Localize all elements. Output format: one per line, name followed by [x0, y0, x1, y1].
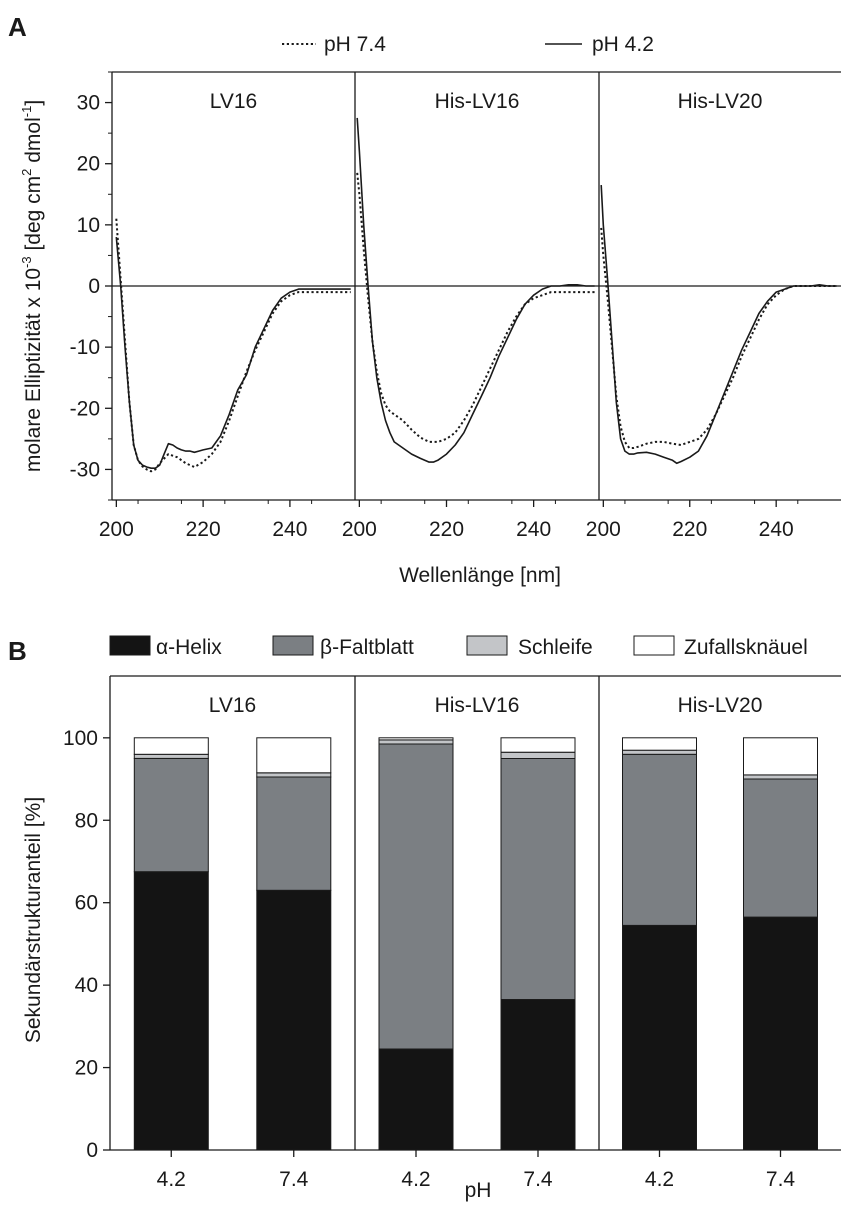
- bar-segment: [133, 753, 209, 759]
- panel-b-y-tick-label: 80: [75, 809, 98, 832]
- panel-a-x-tick-label: 200: [99, 518, 134, 541]
- bar-segment: [622, 749, 697, 755]
- panel-a-x-tick-label: 220: [186, 518, 221, 541]
- bar-segment: [743, 916, 818, 1151]
- bar-segment: [622, 924, 697, 1151]
- panel-b-y-tick-label: 60: [75, 892, 98, 915]
- legend-ph74-label: pH 7.4: [324, 33, 386, 56]
- bar-segment: [378, 739, 454, 745]
- legend-coil-swatch: [633, 635, 675, 656]
- bar-segment: [622, 737, 697, 751]
- cd-curve-ph74: [356, 172, 595, 443]
- panel-b-x-tick-label: 4.2: [401, 1168, 430, 1191]
- cd-curve-ph42: [356, 117, 595, 463]
- bar-segment: [500, 751, 576, 759]
- panel-a-letter: A: [8, 12, 27, 42]
- panel-b-letter: B: [8, 636, 27, 666]
- panel-b-x-tick-label: 7.4: [766, 1168, 796, 1191]
- panel-b-plot-area: 0 20 40 60 80 100 LV16 4.2 7.4 His-LV16 4.2 7.4 His-…: [63, 675, 841, 1191]
- panel-a-y-tick-label: 30: [77, 92, 100, 115]
- bar-segment: [133, 757, 209, 873]
- bar-segment: [256, 737, 332, 774]
- panel-b-x-tick-label: 4.2: [157, 1168, 186, 1191]
- panel-a-y-tick-label: 0: [88, 275, 100, 298]
- panel-a-x-tick-label: 200: [342, 518, 377, 541]
- bar-segment: [743, 778, 818, 918]
- legend-helix-swatch: [109, 635, 151, 656]
- panel-b-x-tick-label: 4.2: [645, 1168, 674, 1191]
- cd-curve-ph74: [600, 227, 837, 449]
- panel-b-x-tick-label: 7.4: [523, 1168, 553, 1191]
- panel-b-y-tick-label: 0: [86, 1139, 98, 1162]
- panel-b-y-tick-label: 100: [63, 727, 98, 750]
- bar-segment: [743, 774, 818, 780]
- bar-segment: [133, 737, 209, 755]
- panel-a-x-tick-label: 200: [586, 518, 621, 541]
- bar-segment: [378, 1048, 454, 1151]
- panel-a-y-tick-label: -10: [70, 336, 100, 359]
- legend-ph42-label: pH 4.2: [592, 33, 654, 56]
- panel-a-y-tick-label: -20: [70, 397, 100, 420]
- cd-curve-ph42: [115, 237, 351, 469]
- legend-sheet-swatch: [272, 635, 314, 656]
- panel-a-subplot-title: His-LV20: [678, 90, 763, 113]
- panel-b-subplot-title: LV16: [209, 694, 257, 717]
- panel-a-y-tick-label: 20: [77, 153, 100, 176]
- panel-a-subplot-title: LV16: [210, 90, 258, 113]
- bar-segment: [500, 737, 576, 753]
- panel-a-x-tick-label: 240: [759, 518, 794, 541]
- panel-a-x-axis-title: Wellenlänge [nm]: [399, 564, 561, 587]
- panel-b-y-axis-title: Sekundärstrukturanteil [%]: [22, 797, 45, 1043]
- panel-b-subplot-title: His-LV16: [435, 694, 520, 717]
- legend-loop-swatch: [466, 635, 508, 656]
- panel-b-y-tick-label: 20: [75, 1057, 98, 1080]
- bar-segment: [743, 737, 818, 776]
- panel-b-y-tick-label: 40: [75, 974, 98, 997]
- legend-sheet-label: β-Faltblatt: [320, 636, 414, 659]
- legend-loop-label: Schleife: [518, 636, 593, 659]
- panel-b-x-tick-label: 7.4: [279, 1168, 309, 1191]
- panel-b: B α-Helix β-Faltblatt Schleife Zufallskn…: [8, 635, 841, 1202]
- panel-a-x-tick-label: 240: [516, 518, 551, 541]
- bar-segment: [622, 753, 697, 926]
- cd-curve-ph74: [115, 218, 351, 473]
- panel-a-y-axis-title: molare Elliptizität x 10-3 [deg cm2 dmol…: [19, 100, 45, 472]
- panel-a-y-tick-label: 10: [77, 214, 100, 237]
- panel-a-y-tick-label: -30: [70, 458, 100, 481]
- panel-a-plot-area: 30 20 10 0 -10 -20 -30 LV16 200 220 240 His-LV16 200…: [70, 71, 841, 541]
- cd-curve-ph42: [600, 185, 837, 465]
- panel-a-subplot-title: His-LV16: [435, 90, 520, 113]
- legend-helix-label: α-Helix: [156, 636, 222, 659]
- panel-a-legend: pH 7.4 pH 4.2: [282, 33, 654, 56]
- bar-segment: [378, 743, 454, 1050]
- bar-segment: [500, 999, 576, 1151]
- panel-b-legend: α-Helix β-Faltblatt Schleife Zufallsknäu…: [109, 635, 808, 659]
- bar-segment: [256, 772, 332, 778]
- bar-segment: [256, 776, 332, 891]
- panel-b-subplot-title: His-LV20: [678, 694, 763, 717]
- bar-segment: [133, 871, 209, 1151]
- panel-a-x-tick-label: 240: [272, 518, 307, 541]
- bar-segment: [256, 889, 332, 1151]
- legend-coil-label: Zufallsknäuel: [684, 636, 808, 659]
- bar-segment: [500, 757, 576, 1001]
- panel-a-x-tick-label: 220: [429, 518, 464, 541]
- panel-a: A pH 7.4 pH 4.2 30 20 10 0 -10 -20 -30 LV16 200 2…: [8, 12, 841, 587]
- panel-a-x-tick-label: 220: [672, 518, 707, 541]
- panel-b-x-axis-title: pH: [465, 1179, 492, 1202]
- bar-segment: [378, 737, 454, 741]
